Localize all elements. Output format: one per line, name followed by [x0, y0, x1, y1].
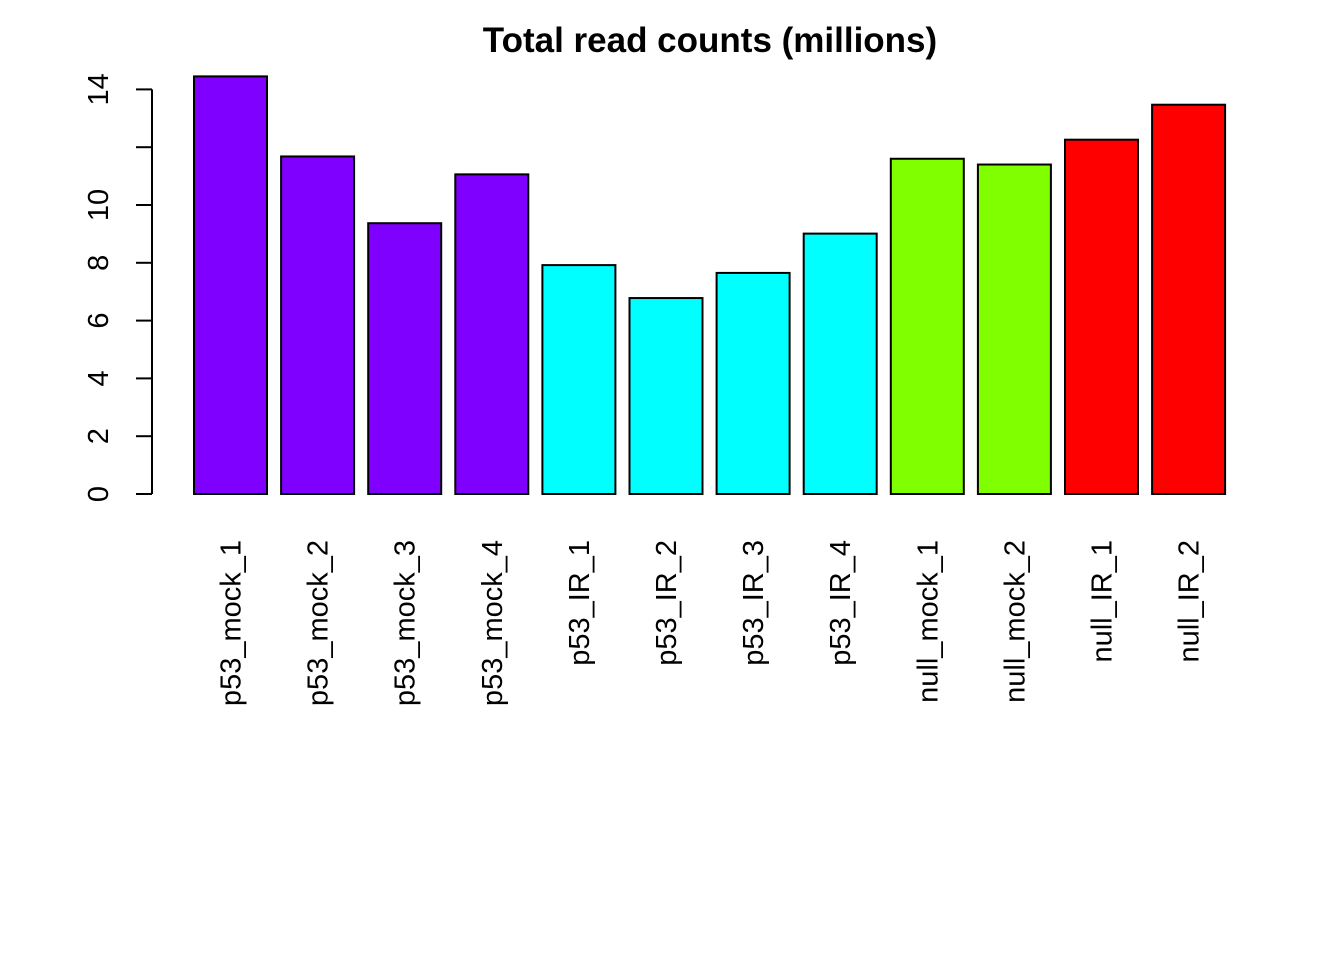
bar-p53_IR_4	[802, 232, 878, 495]
y-tick-label: 10	[83, 189, 115, 221]
y-tick-label: 4	[83, 370, 115, 386]
x-tick-label: p53_mock_3	[390, 540, 422, 706]
bar-p53_IR_3	[715, 271, 791, 496]
bar-null_mock_1	[889, 157, 965, 495]
bar-p53_mock_3	[367, 222, 443, 495]
x-tick-label: p53_mock_2	[303, 540, 335, 706]
bar-p53_mock_2	[280, 155, 356, 495]
bar-null_IR_2	[1151, 103, 1227, 495]
bar-null_IR_1	[1064, 138, 1139, 495]
bar-p53_IR_2	[628, 297, 704, 496]
y-tick-label: 2	[83, 428, 115, 444]
x-tick-label: p53_mock_4	[477, 540, 509, 706]
x-tick-label: null_IR_2	[1174, 540, 1206, 663]
y-tick-label: 6	[83, 313, 115, 329]
x-tick-label: null_IR_1	[1087, 540, 1119, 663]
bars	[193, 75, 1227, 496]
x-tick-label: null_mock_2	[999, 540, 1031, 703]
x-tick-label: p53_IR_1	[564, 540, 596, 666]
bar-null_mock_2	[976, 163, 1052, 495]
bar-p53_mock_4	[454, 173, 530, 495]
x-axis-labels: p53_mock_1 p53_mock_2 p53_mock_3 p53_mock_4…	[216, 540, 1206, 706]
bar-p53_IR_1	[541, 264, 617, 495]
x-tick-label: p53_IR_3	[738, 540, 770, 666]
x-tick-label: p53_mock_1	[216, 540, 248, 706]
y-axis: 0 2 4 6 8 10 14	[83, 73, 153, 502]
x-tick-label: null_mock_1	[912, 540, 944, 703]
y-tick-label: 14	[83, 73, 115, 105]
x-tick-label: p53_IR_2	[651, 540, 683, 666]
y-tick-label: 8	[83, 255, 115, 271]
chart-title: Total read counts (millions)	[483, 21, 937, 60]
y-tick-label: 0	[83, 486, 115, 502]
x-tick-label: p53_IR_4	[825, 540, 857, 666]
bar-p53_mock_1	[193, 75, 268, 496]
